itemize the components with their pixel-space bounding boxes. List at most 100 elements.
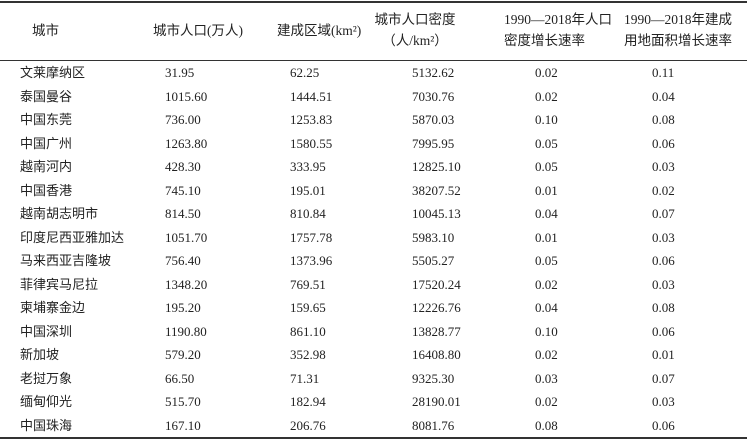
city-cell: 中国香港: [20, 182, 73, 198]
table-row: 中国香港 745.10 195.01 38207.52 0.01 0.02: [0, 179, 747, 203]
table-row: 马来西亚吉隆坡 756.40 1373.96 5505.27 0.05 0.06: [0, 249, 747, 273]
value-cell: 0.02: [535, 276, 558, 292]
value-cell: 0.06: [652, 135, 675, 151]
value-cell: 62.25: [290, 65, 320, 80]
city-cell: 中国珠海: [20, 417, 73, 433]
table-row: 越南胡志明市 814.50 810.84 10045.13 0.04 0.07: [0, 202, 747, 226]
value-cell: 17520.24: [412, 276, 461, 292]
column-header: 城市人口(万人): [153, 0, 243, 60]
value-cell: 0.06: [652, 323, 675, 339]
value-cell: 333.95: [290, 159, 326, 174]
value-cell: 0.05: [535, 135, 558, 151]
value-cell: 159.65: [290, 300, 326, 315]
city-cell: 文莱摩纳区: [20, 65, 86, 80]
value-cell: 0.08: [652, 112, 675, 127]
city-cell: 中国东莞: [20, 112, 73, 127]
value-cell: 352.98: [290, 347, 326, 362]
city-cell: 中国广州: [20, 135, 73, 151]
value-cell: 0.02: [535, 88, 558, 104]
value-cell: 182.94: [290, 394, 326, 409]
table-row: 新加坡 579.20 352.98 16408.80 0.02 0.01: [0, 343, 747, 367]
city-cell: 新加坡: [20, 347, 60, 362]
bottom-rule: [0, 437, 747, 439]
value-cell: 66.50: [165, 370, 195, 386]
value-cell: 0.07: [652, 206, 675, 221]
column-header-line: 密度增长速率: [504, 33, 585, 48]
table-row: 中国东莞 736.00 1253.83 5870.03 0.10 0.08: [0, 108, 747, 132]
column-header-line: 城市: [32, 22, 59, 38]
value-cell: 0.08: [652, 300, 675, 315]
value-cell: 31.95: [165, 65, 195, 80]
value-cell: 8081.76: [412, 417, 455, 433]
value-cell: 5505.27: [412, 253, 455, 268]
value-cell: 0.02: [535, 65, 558, 80]
city-cell: 印度尼西亚雅加达: [20, 229, 125, 245]
value-cell: 28190.01: [412, 394, 461, 409]
value-cell: 0.10: [535, 112, 558, 127]
value-cell: 12825.10: [412, 159, 461, 174]
value-cell: 1253.83: [290, 112, 333, 127]
column-header: 城市人口密度 （人/km²）: [370, 0, 460, 60]
value-cell: 0.03: [652, 276, 675, 292]
value-cell: 0.04: [535, 206, 558, 221]
column-header: 1990—2018年人口 密度增长速率: [504, 0, 612, 60]
value-cell: 0.02: [535, 347, 558, 362]
value-cell: 810.84: [290, 206, 326, 221]
value-cell: 0.04: [652, 88, 675, 104]
value-cell: 0.05: [535, 159, 558, 174]
value-cell: 0.07: [652, 370, 675, 386]
table-row: 中国深圳 1190.80 861.10 13828.77 0.10 0.06: [0, 320, 747, 344]
table-row: 文莱摩纳区 31.95 62.25 5132.62 0.02 0.11: [0, 61, 747, 85]
value-cell: 745.10: [165, 182, 201, 198]
table-row: 泰国曼谷 1015.60 1444.51 7030.76 0.02 0.04: [0, 85, 747, 109]
table-row: 越南河内 428.30 333.95 12825.10 0.05 0.03: [0, 155, 747, 179]
top-rule: [0, 1, 747, 3]
value-cell: 861.10: [290, 323, 326, 339]
value-cell: 195.01: [290, 182, 326, 198]
value-cell: 0.06: [652, 417, 675, 433]
header-rule: [0, 60, 747, 61]
column-header-line: 用地面积增长速率: [624, 33, 732, 48]
value-cell: 769.51: [290, 276, 326, 292]
value-cell: 0.01: [535, 182, 558, 198]
city-cell: 缅甸仰光: [20, 394, 73, 409]
city-cell: 中国深圳: [20, 323, 73, 339]
column-header: 建成区域(km²): [277, 0, 361, 60]
column-header: 1990—2018年建成 用地面积增长速率: [624, 0, 732, 60]
column-header-line: 城市人口密度: [374, 12, 456, 27]
value-cell: 1051.70: [165, 229, 208, 245]
value-cell: 206.76: [290, 417, 326, 433]
value-cell: 1348.20: [165, 276, 208, 292]
value-cell: 0.02: [652, 182, 675, 198]
table-row: 中国广州 1263.80 1580.55 7995.95 0.05 0.06: [0, 132, 747, 156]
value-cell: 5983.10: [412, 229, 455, 245]
value-cell: 579.20: [165, 347, 201, 362]
table-row: 缅甸仰光 515.70 182.94 28190.01 0.02 0.03: [0, 390, 747, 414]
city-cell: 泰国曼谷: [20, 88, 73, 104]
table-row: 老挝万象 66.50 71.31 9325.30 0.03 0.07: [0, 367, 747, 391]
value-cell: 0.03: [535, 370, 558, 386]
city-cell: 柬埔寨金边: [20, 300, 86, 315]
value-cell: 9325.30: [412, 370, 455, 386]
value-cell: 1263.80: [165, 135, 208, 151]
value-cell: 756.40: [165, 253, 201, 268]
value-cell: 0.11: [652, 65, 675, 80]
value-cell: 0.02: [535, 394, 558, 409]
value-cell: 0.06: [652, 253, 675, 268]
value-cell: 0.10: [535, 323, 558, 339]
value-cell: 7995.95: [412, 135, 455, 151]
value-cell: 0.08: [535, 417, 558, 433]
column-header-line: 1990—2018年建成: [624, 12, 732, 27]
value-cell: 13828.77: [412, 323, 461, 339]
column-header-line: （人/km²）: [382, 33, 448, 48]
value-cell: 1015.60: [165, 88, 208, 104]
value-cell: 5132.62: [412, 65, 455, 80]
value-cell: 0.05: [535, 253, 558, 268]
value-cell: 0.01: [652, 347, 675, 362]
value-cell: 0.03: [652, 394, 675, 409]
city-cell: 马来西亚吉隆坡: [20, 253, 112, 268]
value-cell: 10045.13: [412, 206, 461, 221]
value-cell: 428.30: [165, 159, 201, 174]
table-row: 印度尼西亚雅加达 1051.70 1757.78 5983.10 0.01 0.03: [0, 226, 747, 250]
value-cell: 1444.51: [290, 88, 333, 104]
